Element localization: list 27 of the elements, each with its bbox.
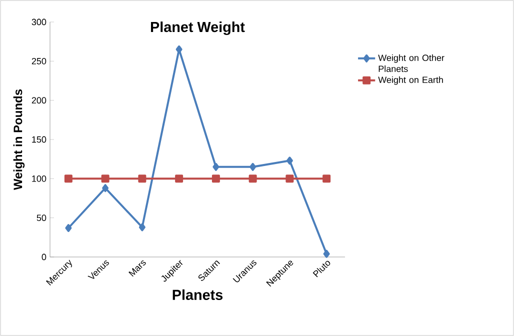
point <box>248 174 257 183</box>
point <box>286 156 293 165</box>
legend-label: Weight on Other Planets <box>378 54 444 72</box>
point <box>64 174 72 183</box>
point <box>286 174 294 183</box>
point <box>101 174 110 183</box>
y-tick-label: 300 <box>32 18 46 26</box>
point <box>175 174 184 183</box>
point <box>250 162 256 171</box>
y-axis-title: Weight in Pounds <box>13 89 25 190</box>
y-tick-label: 150 <box>32 136 46 143</box>
point <box>323 250 330 258</box>
point <box>138 223 146 232</box>
chart-title: Planet Weight <box>150 22 245 36</box>
y-tick-label: 0 <box>42 254 46 260</box>
point <box>322 174 331 183</box>
y-tick-label: 250 <box>32 58 46 64</box>
point <box>102 184 109 192</box>
point <box>212 174 220 183</box>
point <box>212 162 220 171</box>
y-tick-label: 50 <box>36 214 46 222</box>
legend-label: Weight on Earth <box>378 76 443 85</box>
point <box>138 174 146 183</box>
y-tick-label: 100 <box>32 175 46 182</box>
x-axis-title: Planets <box>172 289 223 300</box>
point <box>65 224 72 232</box>
y-tick-label: 200 <box>32 97 46 104</box>
